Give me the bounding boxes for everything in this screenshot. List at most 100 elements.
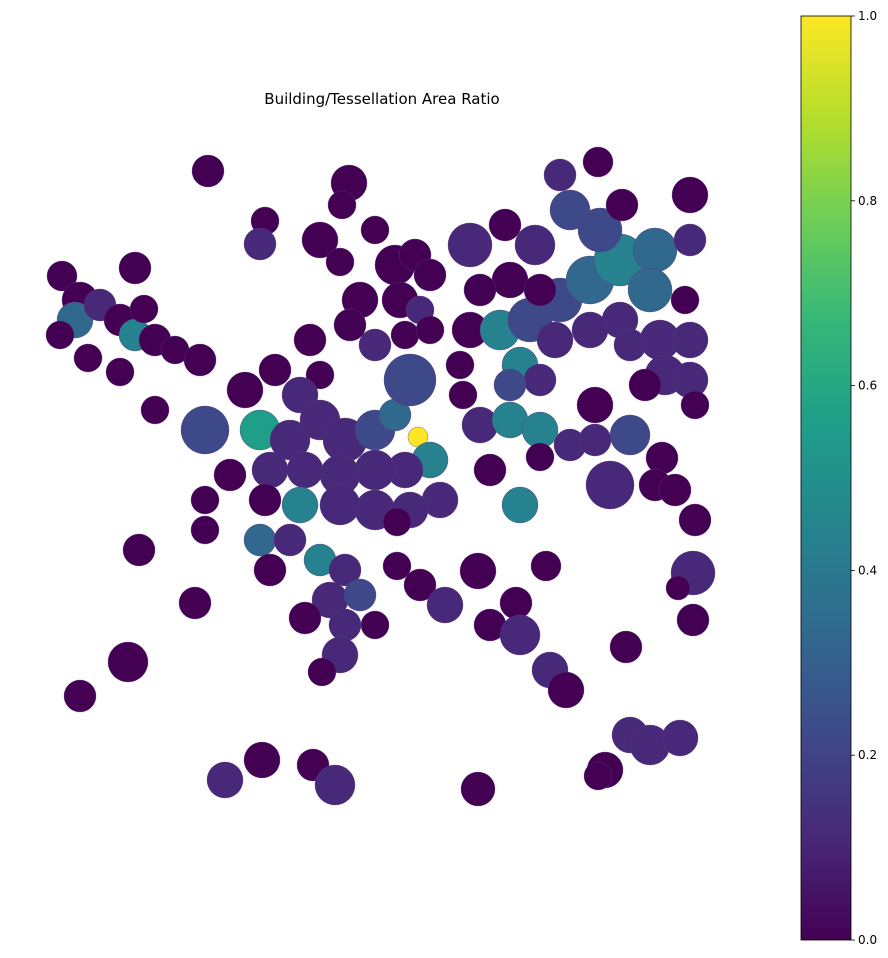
- tessellation-cell: [670, 285, 700, 315]
- tessellation-cell: [105, 357, 135, 387]
- tessellation-cell: [63, 679, 97, 713]
- tessellation-cell: [243, 741, 281, 779]
- tessellation-cell: [293, 323, 327, 357]
- tessellation-cell: [301, 221, 339, 259]
- tessellation-cell: [447, 222, 493, 268]
- tessellation-cell: [514, 224, 556, 266]
- tessellation-cell: [463, 273, 497, 307]
- tessellation-cell: [578, 423, 612, 457]
- tessellation-cell: [665, 575, 691, 601]
- tessellation-cell: [360, 610, 390, 640]
- tessellation-cell: [627, 267, 673, 313]
- tessellation-cell: [129, 294, 159, 324]
- tessellation-cell: [491, 261, 529, 299]
- tessellation-cell: [358, 328, 392, 362]
- tessellation-cell: [426, 586, 464, 624]
- tessellation-cell: [122, 533, 156, 567]
- tessellation-cell: [383, 353, 437, 407]
- tessellation-cell: [530, 550, 562, 582]
- tessellation-cell: [448, 380, 478, 410]
- tessellation-cell: [628, 368, 662, 402]
- tessellation-cell: [661, 719, 699, 757]
- tessellation-cell: [251, 451, 289, 489]
- tessellation-cell: [286, 451, 324, 489]
- tessellation-cell: [680, 390, 710, 420]
- tessellation-cell: [360, 215, 390, 245]
- tessellation-cell: [577, 207, 623, 253]
- tessellation-cell: [319, 484, 361, 526]
- tessellation-map: [45, 146, 716, 807]
- tessellation-cell: [583, 761, 613, 791]
- tessellation-cell: [632, 227, 678, 273]
- tessellation-cell: [576, 386, 614, 424]
- tessellation-cell: [328, 553, 362, 587]
- colorbar-tick-label: 0.2: [858, 748, 877, 762]
- tessellation-cell: [390, 320, 420, 350]
- tessellation-cell: [609, 630, 643, 664]
- tessellation-cell: [413, 258, 447, 292]
- tessellation-cell: [676, 603, 710, 637]
- tessellation-cell: [45, 320, 75, 350]
- colorbar-ticks: 0.0 0.2 0.4 0.6 0.8 1.0: [851, 9, 877, 947]
- tessellation-cell: [460, 771, 496, 807]
- colorbar-tick-label: 0.6: [858, 379, 877, 393]
- tessellation-cell: [328, 608, 362, 642]
- tessellation-cell: [213, 458, 247, 492]
- tessellation-cell: [191, 154, 225, 188]
- tessellation-cell: [190, 515, 220, 545]
- tessellation-cell: [243, 227, 277, 261]
- tessellation-cell: [354, 449, 396, 491]
- tessellation-cell: [343, 578, 377, 612]
- tessellation-cell: [585, 460, 635, 510]
- tessellation-cell: [678, 503, 712, 537]
- tessellation-cell: [325, 247, 355, 277]
- tessellation-cell: [493, 368, 527, 402]
- tessellation-cell: [333, 308, 367, 342]
- tessellation-cell: [281, 486, 319, 524]
- colorbar-tick-label: 0.8: [858, 194, 877, 208]
- tessellation-cell: [525, 442, 555, 472]
- tessellation-cell: [671, 321, 709, 359]
- map-title: Building/Tessellation Area Ratio: [264, 90, 499, 108]
- tessellation-cell: [549, 189, 591, 231]
- tessellation-cell: [499, 586, 533, 620]
- tessellation-cell: [140, 395, 170, 425]
- tessellation-cell: [571, 311, 609, 349]
- tessellation-cell: [523, 273, 557, 307]
- tessellation-cell: [183, 343, 217, 377]
- tessellation-cell: [288, 601, 322, 635]
- tessellation-cell: [327, 190, 357, 220]
- tessellation-cell: [605, 188, 639, 222]
- tessellation-cell: [382, 507, 412, 537]
- tessellation-cell: [253, 553, 287, 587]
- tessellation-cell: [543, 158, 577, 192]
- tessellation-cell: [403, 568, 437, 602]
- tessellation-cell: [673, 223, 707, 257]
- tessellation-cell: [459, 552, 497, 590]
- tessellation-cell: [307, 657, 337, 687]
- tessellation-cell: [488, 208, 522, 242]
- tessellation-cell: [536, 321, 574, 359]
- tessellation-cell: [73, 343, 103, 373]
- tessellation-cell: [658, 473, 692, 507]
- tessellation-cell: [445, 350, 475, 380]
- tessellation-cell: [243, 523, 277, 557]
- tessellation-cell: [671, 176, 709, 214]
- tessellation-cell: [190, 485, 220, 515]
- tessellation-cell: [258, 353, 292, 387]
- tessellation-cell: [382, 551, 412, 581]
- colorbar-tick-label: 0.0: [858, 933, 877, 947]
- tessellation-cell: [609, 414, 651, 456]
- tessellation-cell: [523, 363, 557, 397]
- tessellation-cell: [547, 671, 585, 709]
- tessellation-cell: [415, 315, 445, 345]
- tessellation-cell: [473, 453, 507, 487]
- tessellation-cell: [501, 486, 539, 524]
- colorbar: 0.0 0.2 0.4 0.6 0.8 1.0: [800, 9, 877, 947]
- tessellation-cell: [305, 360, 335, 390]
- tessellation-cell: [206, 761, 244, 799]
- tessellation-cell: [582, 146, 614, 178]
- tessellation-cell: [248, 483, 282, 517]
- tessellation-cell: [314, 764, 356, 806]
